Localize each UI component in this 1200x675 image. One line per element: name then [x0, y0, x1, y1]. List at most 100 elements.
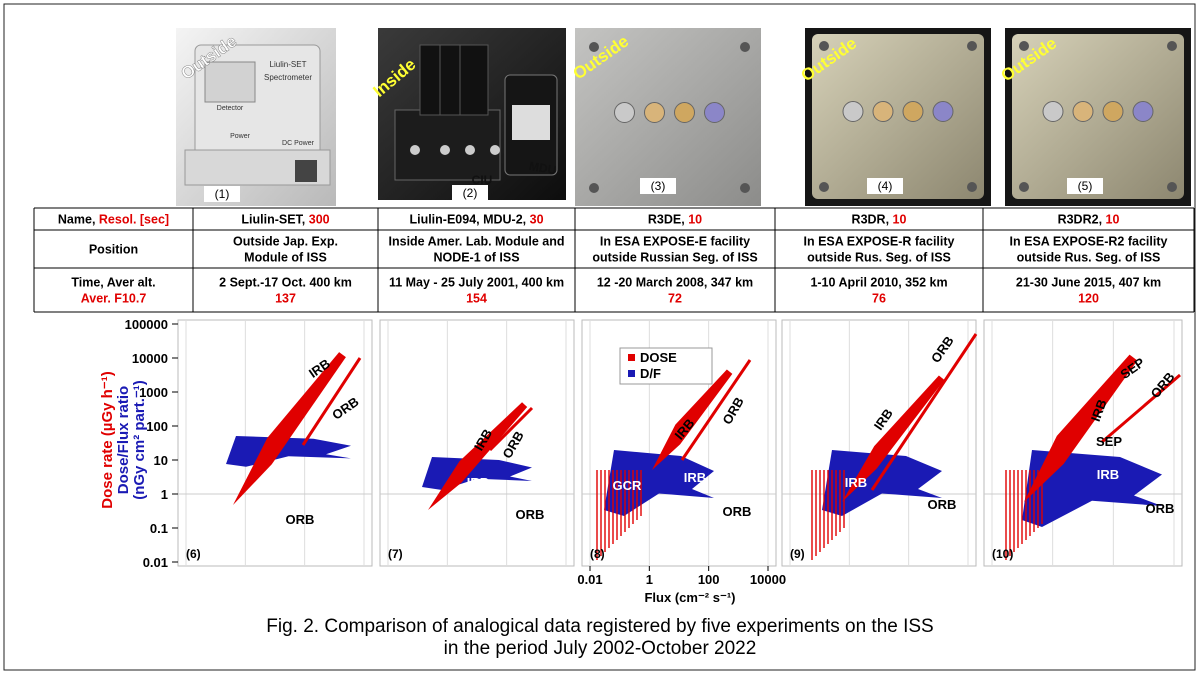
cell-text: NODE-1 of ISS	[433, 251, 519, 265]
cell-segment: Module of ISS	[244, 251, 327, 265]
cell-text: Outside Jap. Exp.	[233, 235, 338, 249]
legend-label: DOSE	[640, 350, 677, 365]
cell-segment: outside Russian Seg. of ISS	[592, 251, 757, 265]
sensor	[675, 103, 695, 123]
connector	[295, 160, 317, 182]
panel-number: (9)	[790, 547, 805, 561]
sensor	[843, 102, 863, 122]
sensor	[1073, 102, 1093, 122]
cell-segment: Resol. [sec]	[99, 213, 169, 227]
cell-text: outside Russian Seg. of ISS	[592, 251, 757, 265]
cell-segment: Position	[89, 243, 138, 257]
sensor	[645, 103, 665, 123]
x-tick-label: 0.01	[577, 572, 602, 587]
photo-label: Liulin-SET	[270, 60, 307, 69]
cell-segment: Time, Aver alt.	[71, 276, 155, 290]
cell-segment: 10	[893, 213, 907, 227]
cell-text: outside Rus. Seg. of ISS	[1017, 251, 1161, 265]
cell-text: 2 Sept.-17 Oct. 400 km	[219, 276, 352, 290]
cell-text: R3DR, 10	[852, 213, 907, 227]
annotation: IRB	[684, 470, 706, 485]
cell-segment: 72	[668, 292, 682, 306]
sensor	[1103, 102, 1123, 122]
sensor	[1043, 102, 1063, 122]
screw	[1019, 182, 1029, 192]
x-tick-label: 1	[646, 572, 653, 587]
cell-segment: outside Rus. Seg. of ISS	[1017, 251, 1161, 265]
sensor	[705, 103, 725, 123]
cell-text: 76	[872, 292, 886, 306]
figure: Outside(1)Inside(2)Outside(3)Outside(4)O…	[0, 0, 1200, 675]
photo-label: Detector	[217, 105, 244, 112]
panel-number: (7)	[388, 547, 403, 561]
cell-segment: 76	[872, 292, 886, 306]
cell-segment: 12 -20 March 2008, 347 km	[597, 276, 753, 290]
knob	[490, 145, 500, 155]
cell-text: Liulin-E094, MDU-2, 30	[409, 213, 543, 227]
cell-text: 21-30 June 2015, 407 km	[1016, 276, 1161, 290]
cell-segment: NODE-1 of ISS	[433, 251, 519, 265]
cell-segment: In ESA EXPOSE-R facility	[804, 235, 955, 249]
cell-segment: 300	[309, 213, 330, 227]
cell-text: In ESA EXPOSE-R facility	[804, 235, 955, 249]
photo-label: Power	[230, 133, 251, 140]
cell-segment: 1-10 April 2010, 352 km	[810, 276, 947, 290]
photo-label: DC Power	[282, 140, 315, 147]
annotation: ORB	[516, 507, 545, 522]
page: {"photos":[ {"tag":"Outside","number":"(…	[0, 0, 1200, 675]
knob	[440, 145, 450, 155]
sensor	[933, 102, 953, 122]
annotation: IRB	[845, 475, 867, 490]
cell-text: 11 May - 25 July 2001, 400 km	[389, 276, 564, 290]
cell-segment: 2 Sept.-17 Oct. 400 km	[219, 276, 352, 290]
cell-text: 1-10 April 2010, 352 km	[810, 276, 947, 290]
y-tick-label: 100000	[125, 317, 168, 332]
annotation: ORB	[286, 512, 315, 527]
caption-line: Fig. 2. Comparison of analogical data re…	[266, 616, 933, 637]
panel-number: (8)	[590, 547, 605, 561]
screw	[740, 183, 750, 193]
screw	[1167, 41, 1177, 51]
legend-swatch	[628, 370, 635, 377]
cell-text: Time, Aver alt.	[71, 276, 155, 290]
photo-number: (4)	[878, 179, 893, 193]
x-tick-label: 100	[698, 572, 720, 587]
screw	[967, 41, 977, 51]
cell-text: 12 -20 March 2008, 347 km	[597, 276, 753, 290]
cell-text: Name, Resol. [sec]	[58, 213, 169, 227]
mdu-label	[512, 105, 550, 140]
screw	[819, 182, 829, 192]
y-tick-label: 10000	[132, 351, 168, 366]
cell-segment: 10	[688, 213, 702, 227]
cell-segment: R3DR,	[852, 213, 893, 227]
cell-segment: Aver. F10.7	[81, 292, 147, 306]
y-axis-label: Dose rate (µGy h⁻¹)	[99, 371, 116, 508]
sensor	[873, 102, 893, 122]
annotation: SEP	[1096, 434, 1122, 449]
cell-text: In ESA EXPOSE-E facility	[600, 235, 750, 249]
annotation: ORB	[1146, 501, 1175, 516]
photo-label: Spectrometer	[264, 73, 312, 82]
annotation: ORB	[723, 504, 752, 519]
x-axis-label: Flux (cm⁻² s⁻¹)	[644, 590, 735, 605]
cell-text: R3DE, 10	[648, 213, 702, 227]
cell-text: R3DR2, 10	[1058, 213, 1120, 227]
y-tick-label: 0.01	[143, 555, 168, 570]
annotation: GCR	[613, 478, 643, 493]
cell-segment: 30	[530, 213, 544, 227]
legend-swatch	[628, 354, 635, 361]
annotation: IRB	[467, 475, 489, 490]
cell-text: 120	[1078, 292, 1099, 306]
cell-text: Aver. F10.7	[81, 292, 147, 306]
photo-number: (3)	[651, 179, 666, 193]
cell-text: outside Rus. Seg. of ISS	[807, 251, 951, 265]
device-ciu	[395, 110, 500, 180]
cell-segment: 21-30 June 2015, 407 km	[1016, 276, 1161, 290]
cell-segment: Name,	[58, 213, 99, 227]
cell-segment: 11 May - 25 July 2001, 400 km	[389, 276, 564, 290]
cell-segment: outside Rus. Seg. of ISS	[807, 251, 951, 265]
y-axis-label: Dose/Flux ratio	[115, 386, 132, 494]
photo-number: (2)	[463, 186, 478, 200]
cell-segment: 10	[1106, 213, 1120, 227]
photo-label: CIU	[472, 173, 493, 187]
